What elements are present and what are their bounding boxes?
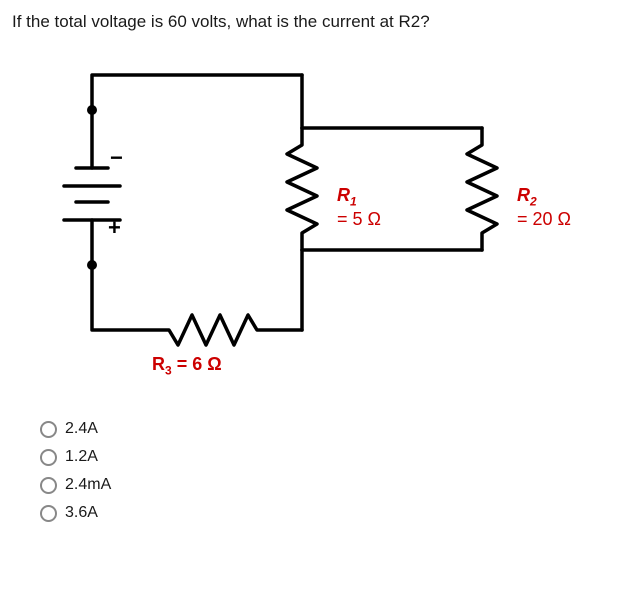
choice-3[interactable]: 3.6A bbox=[40, 504, 630, 522]
r2-name: R bbox=[517, 185, 530, 205]
battery-plus: + bbox=[108, 215, 121, 241]
choice-label: 2.4mA bbox=[65, 476, 111, 494]
r3-sub: 3 bbox=[165, 364, 172, 378]
choice-label: 1.2A bbox=[65, 448, 98, 466]
radio-icon bbox=[40, 477, 57, 494]
r2-sub: 2 bbox=[530, 195, 537, 209]
choice-label: 3.6A bbox=[65, 504, 98, 522]
radio-icon bbox=[40, 421, 57, 438]
answer-choices: 2.4A 1.2A 2.4mA 3.6A bbox=[40, 420, 630, 522]
circuit-diagram: − + R1 = 5 Ω R2 = 20 Ω R3 = 6 Ω bbox=[52, 50, 572, 400]
circuit-svg bbox=[52, 50, 572, 400]
choice-2[interactable]: 2.4mA bbox=[40, 476, 630, 494]
choice-0[interactable]: 2.4A bbox=[40, 420, 630, 438]
r3-name: R bbox=[152, 354, 165, 374]
r2-value: = 20 Ω bbox=[517, 209, 571, 231]
r3-value: = 6 Ω bbox=[172, 354, 222, 374]
r1-sub: 1 bbox=[350, 195, 357, 209]
r1-label: R1 = 5 Ω bbox=[337, 185, 381, 231]
radio-icon bbox=[40, 505, 57, 522]
r1-name: R bbox=[337, 185, 350, 205]
question-text: If the total voltage is 60 volts, what i… bbox=[12, 12, 630, 32]
choice-1[interactable]: 1.2A bbox=[40, 448, 630, 466]
choice-label: 2.4A bbox=[65, 420, 98, 438]
r3-label: R3 = 6 Ω bbox=[152, 354, 222, 378]
radio-icon bbox=[40, 449, 57, 466]
battery-minus: − bbox=[110, 145, 123, 171]
r2-label: R2 = 20 Ω bbox=[517, 185, 571, 231]
r1-value: = 5 Ω bbox=[337, 209, 381, 231]
